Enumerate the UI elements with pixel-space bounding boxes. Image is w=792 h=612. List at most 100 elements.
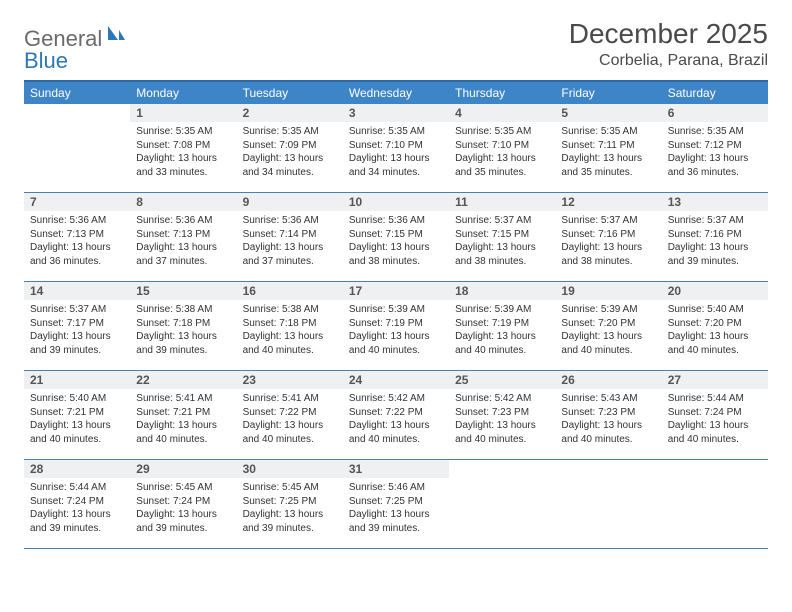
day-number: 20 — [662, 282, 768, 300]
calendar-day-cell: 4Sunrise: 5:35 AMSunset: 7:10 PMDaylight… — [449, 104, 555, 193]
weekday-header: Friday — [555, 81, 661, 104]
calendar-day-cell: 8Sunrise: 5:36 AMSunset: 7:13 PMDaylight… — [130, 193, 236, 282]
day-details: Sunrise: 5:35 AMSunset: 7:12 PMDaylight:… — [662, 122, 768, 182]
calendar-day-cell: 14Sunrise: 5:37 AMSunset: 7:17 PMDayligh… — [24, 282, 130, 371]
day-number: 21 — [24, 371, 130, 389]
calendar-day-cell: 12Sunrise: 5:37 AMSunset: 7:16 PMDayligh… — [555, 193, 661, 282]
calendar-week-row: 7Sunrise: 5:36 AMSunset: 7:13 PMDaylight… — [24, 193, 768, 282]
weekday-header: Thursday — [449, 81, 555, 104]
header: General December 2025 Corbelia, Parana, … — [24, 18, 768, 70]
calendar-day-cell: 30Sunrise: 5:45 AMSunset: 7:25 PMDayligh… — [237, 460, 343, 549]
day-number: 4 — [449, 104, 555, 122]
day-number: 16 — [237, 282, 343, 300]
weekday-header: Tuesday — [237, 81, 343, 104]
calendar-day-cell: 13Sunrise: 5:37 AMSunset: 7:16 PMDayligh… — [662, 193, 768, 282]
calendar-day-cell — [449, 460, 555, 549]
day-number: 29 — [130, 460, 236, 478]
calendar-day-cell: 2Sunrise: 5:35 AMSunset: 7:09 PMDaylight… — [237, 104, 343, 193]
day-details: Sunrise: 5:35 AMSunset: 7:09 PMDaylight:… — [237, 122, 343, 182]
day-number: 26 — [555, 371, 661, 389]
weekday-header: Wednesday — [343, 81, 449, 104]
logo-text-blue: Blue — [24, 48, 68, 73]
logo-sail-icon — [106, 24, 126, 47]
day-number: 22 — [130, 371, 236, 389]
day-details: Sunrise: 5:39 AMSunset: 7:19 PMDaylight:… — [449, 300, 555, 360]
day-number: 31 — [343, 460, 449, 478]
weekday-header: Sunday — [24, 81, 130, 104]
calendar-day-cell: 26Sunrise: 5:43 AMSunset: 7:23 PMDayligh… — [555, 371, 661, 460]
day-details: Sunrise: 5:36 AMSunset: 7:13 PMDaylight:… — [24, 211, 130, 271]
calendar-day-cell: 31Sunrise: 5:46 AMSunset: 7:25 PMDayligh… — [343, 460, 449, 549]
calendar-day-cell: 29Sunrise: 5:45 AMSunset: 7:24 PMDayligh… — [130, 460, 236, 549]
calendar-week-row: 14Sunrise: 5:37 AMSunset: 7:17 PMDayligh… — [24, 282, 768, 371]
calendar-day-cell: 3Sunrise: 5:35 AMSunset: 7:10 PMDaylight… — [343, 104, 449, 193]
day-details: Sunrise: 5:36 AMSunset: 7:15 PMDaylight:… — [343, 211, 449, 271]
day-details: Sunrise: 5:42 AMSunset: 7:22 PMDaylight:… — [343, 389, 449, 449]
day-details: Sunrise: 5:35 AMSunset: 7:11 PMDaylight:… — [555, 122, 661, 182]
day-number: 15 — [130, 282, 236, 300]
calendar-table: SundayMondayTuesdayWednesdayThursdayFrid… — [24, 80, 768, 549]
calendar-header-row: SundayMondayTuesdayWednesdayThursdayFrid… — [24, 81, 768, 104]
day-number: 23 — [237, 371, 343, 389]
day-number: 7 — [24, 193, 130, 211]
title-block: December 2025 Corbelia, Parana, Brazil — [569, 18, 768, 70]
calendar-day-cell: 6Sunrise: 5:35 AMSunset: 7:12 PMDaylight… — [662, 104, 768, 193]
day-details: Sunrise: 5:36 AMSunset: 7:14 PMDaylight:… — [237, 211, 343, 271]
day-details: Sunrise: 5:36 AMSunset: 7:13 PMDaylight:… — [130, 211, 236, 271]
day-number: 18 — [449, 282, 555, 300]
day-details: Sunrise: 5:35 AMSunset: 7:10 PMDaylight:… — [449, 122, 555, 182]
calendar-day-cell: 7Sunrise: 5:36 AMSunset: 7:13 PMDaylight… — [24, 193, 130, 282]
day-details: Sunrise: 5:37 AMSunset: 7:17 PMDaylight:… — [24, 300, 130, 360]
calendar-day-cell: 28Sunrise: 5:44 AMSunset: 7:24 PMDayligh… — [24, 460, 130, 549]
calendar-week-row: 21Sunrise: 5:40 AMSunset: 7:21 PMDayligh… — [24, 371, 768, 460]
calendar-day-cell: 23Sunrise: 5:41 AMSunset: 7:22 PMDayligh… — [237, 371, 343, 460]
calendar-day-cell: 20Sunrise: 5:40 AMSunset: 7:20 PMDayligh… — [662, 282, 768, 371]
day-details: Sunrise: 5:40 AMSunset: 7:21 PMDaylight:… — [24, 389, 130, 449]
day-details: Sunrise: 5:38 AMSunset: 7:18 PMDaylight:… — [130, 300, 236, 360]
day-number: 9 — [237, 193, 343, 211]
calendar-day-cell: 11Sunrise: 5:37 AMSunset: 7:15 PMDayligh… — [449, 193, 555, 282]
day-number: 13 — [662, 193, 768, 211]
calendar-day-cell: 17Sunrise: 5:39 AMSunset: 7:19 PMDayligh… — [343, 282, 449, 371]
calendar-day-cell: 19Sunrise: 5:39 AMSunset: 7:20 PMDayligh… — [555, 282, 661, 371]
day-number: 8 — [130, 193, 236, 211]
calendar-page: General December 2025 Corbelia, Parana, … — [0, 0, 792, 567]
calendar-day-cell: 25Sunrise: 5:42 AMSunset: 7:23 PMDayligh… — [449, 371, 555, 460]
calendar-day-cell — [555, 460, 661, 549]
weekday-header: Saturday — [662, 81, 768, 104]
location-text: Corbelia, Parana, Brazil — [569, 52, 768, 70]
calendar-day-cell: 16Sunrise: 5:38 AMSunset: 7:18 PMDayligh… — [237, 282, 343, 371]
calendar-day-cell — [662, 460, 768, 549]
day-details: Sunrise: 5:44 AMSunset: 7:24 PMDaylight:… — [662, 389, 768, 449]
day-details: Sunrise: 5:41 AMSunset: 7:21 PMDaylight:… — [130, 389, 236, 449]
day-number: 17 — [343, 282, 449, 300]
day-details: Sunrise: 5:46 AMSunset: 7:25 PMDaylight:… — [343, 478, 449, 538]
day-details: Sunrise: 5:37 AMSunset: 7:16 PMDaylight:… — [662, 211, 768, 271]
day-details: Sunrise: 5:44 AMSunset: 7:24 PMDaylight:… — [24, 478, 130, 538]
day-number: 14 — [24, 282, 130, 300]
day-details: Sunrise: 5:40 AMSunset: 7:20 PMDaylight:… — [662, 300, 768, 360]
calendar-day-cell — [24, 104, 130, 193]
calendar-day-cell: 18Sunrise: 5:39 AMSunset: 7:19 PMDayligh… — [449, 282, 555, 371]
day-number: 3 — [343, 104, 449, 122]
day-details: Sunrise: 5:43 AMSunset: 7:23 PMDaylight:… — [555, 389, 661, 449]
weekday-header: Monday — [130, 81, 236, 104]
calendar-body: 1Sunrise: 5:35 AMSunset: 7:08 PMDaylight… — [24, 104, 768, 549]
day-number: 19 — [555, 282, 661, 300]
calendar-day-cell: 27Sunrise: 5:44 AMSunset: 7:24 PMDayligh… — [662, 371, 768, 460]
day-number: 28 — [24, 460, 130, 478]
day-details: Sunrise: 5:35 AMSunset: 7:08 PMDaylight:… — [130, 122, 236, 182]
calendar-week-row: 28Sunrise: 5:44 AMSunset: 7:24 PMDayligh… — [24, 460, 768, 549]
day-number: 11 — [449, 193, 555, 211]
day-details: Sunrise: 5:39 AMSunset: 7:20 PMDaylight:… — [555, 300, 661, 360]
logo-blue-row: Blue — [24, 48, 68, 74]
day-number: 5 — [555, 104, 661, 122]
day-details: Sunrise: 5:39 AMSunset: 7:19 PMDaylight:… — [343, 300, 449, 360]
calendar-day-cell: 9Sunrise: 5:36 AMSunset: 7:14 PMDaylight… — [237, 193, 343, 282]
month-title: December 2025 — [569, 18, 768, 50]
day-details: Sunrise: 5:41 AMSunset: 7:22 PMDaylight:… — [237, 389, 343, 449]
day-number: 24 — [343, 371, 449, 389]
calendar-day-cell: 10Sunrise: 5:36 AMSunset: 7:15 PMDayligh… — [343, 193, 449, 282]
calendar-day-cell: 21Sunrise: 5:40 AMSunset: 7:21 PMDayligh… — [24, 371, 130, 460]
calendar-day-cell: 15Sunrise: 5:38 AMSunset: 7:18 PMDayligh… — [130, 282, 236, 371]
